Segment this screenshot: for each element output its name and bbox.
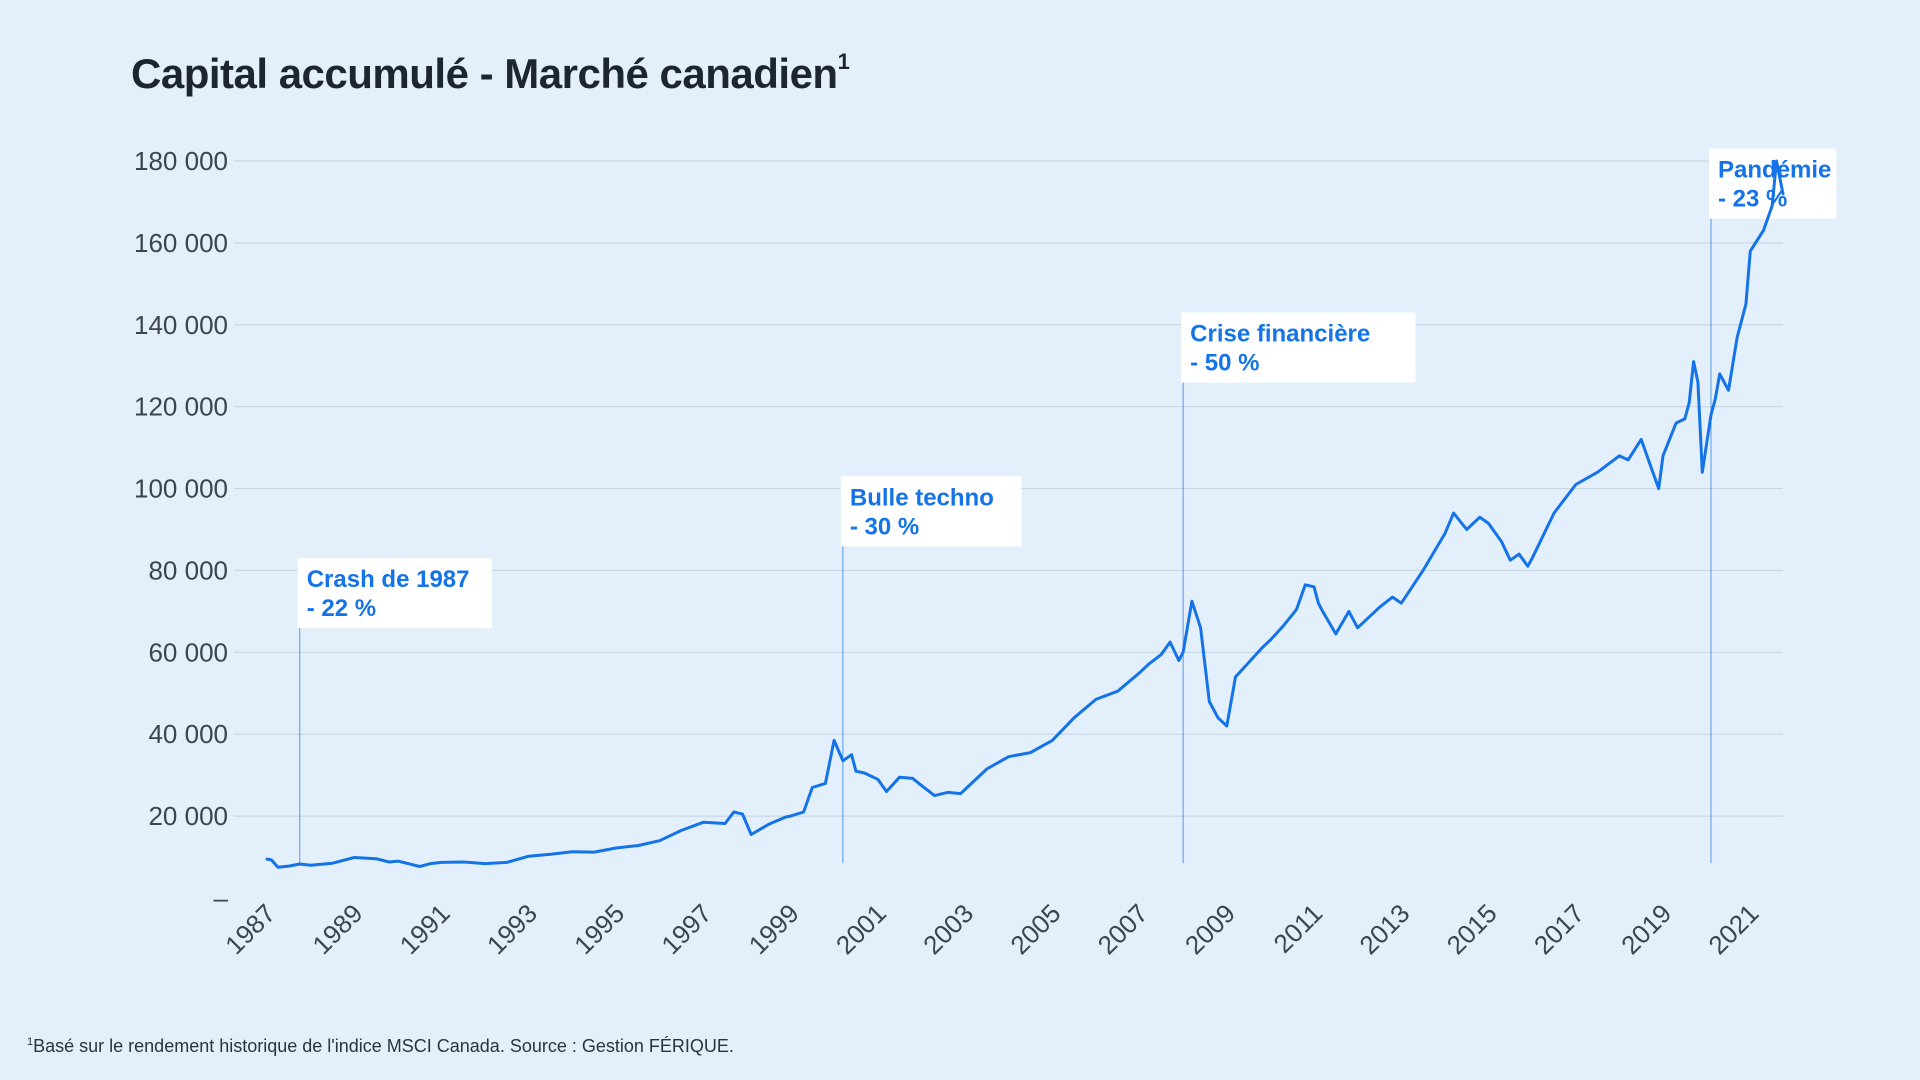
x-tick-label: 1995 [568,898,630,960]
x-tick-label: 1993 [481,898,543,960]
y-tick-label: – [214,883,229,913]
grid-lines [234,160,1783,817]
footnote-text: Basé sur le rendement historique de l'in… [33,1036,734,1056]
x-tick-label: 2003 [917,898,979,960]
x-tick-label: 1989 [306,898,368,960]
x-tick-label: 2017 [1528,898,1590,960]
x-tick-label: 2001 [830,898,892,960]
footnote: 1Basé sur le rendement historique de l'i… [27,1036,734,1057]
x-tick-label: 1997 [655,898,717,960]
x-tick-label: 2007 [1092,898,1154,960]
y-tick-label: 100 000 [134,474,228,504]
y-tick-label: 120 000 [134,392,228,422]
x-tick-label: 2015 [1441,898,1503,960]
annotations: Crash de 1987- 22 % Bulle techno- 30 % Cri… [297,148,1837,864]
x-tick-label: 2011 [1268,898,1329,959]
annotation-drawdown: - 50 % [1190,349,1259,376]
x-tick-label: 1999 [743,898,805,960]
y-axis-ticks: – 20 000 40 000 60 000 80 000 100 000 120 000 1… [134,146,229,913]
x-tick-label: 1991 [394,898,456,960]
annotation-drawdown: - 30 % [850,513,919,540]
title-footnote-marker: 1 [837,49,850,74]
annotation-drawdown: - 22 % [307,595,376,622]
annotation-drawdown: - 23 % [1718,186,1787,213]
chart-title: Capital accumulé - Marché canadien1 [131,49,850,98]
annotation-label: Bulle techno [850,484,994,511]
y-tick-label: 40 000 [148,719,228,749]
footnote-marker: 1 [27,1036,34,1048]
x-tick-label: 2021 [1702,898,1764,960]
x-tick-label: 2009 [1179,898,1241,960]
annotation-box [1181,312,1416,383]
annotation-box [840,476,1022,547]
y-tick-label: 80 000 [148,555,228,585]
annotation-box [297,558,492,629]
x-tick-label: 1987 [219,898,281,960]
annotation-label: Crise financière [1190,320,1370,347]
y-tick-label: 160 000 [134,228,228,258]
x-tick-label: 2013 [1353,898,1415,960]
annotation-label: Crash de 1987 [307,566,470,593]
chart-title-text: Capital accumulé - Marché canadien [131,50,838,97]
y-tick-label: 180 000 [134,146,228,176]
y-tick-label: 60 000 [148,637,228,667]
y-tick-label: 140 000 [134,310,228,340]
x-axis-ticks: 1987 1989 1991 1993 1995 1997 1999 2001 2003 2005… [219,898,1764,960]
x-tick-label: 2005 [1004,898,1066,960]
y-tick-label: 20 000 [148,801,228,831]
series-layer [265,159,1785,869]
x-tick-label: 2019 [1615,898,1677,960]
series-line [265,159,1785,869]
